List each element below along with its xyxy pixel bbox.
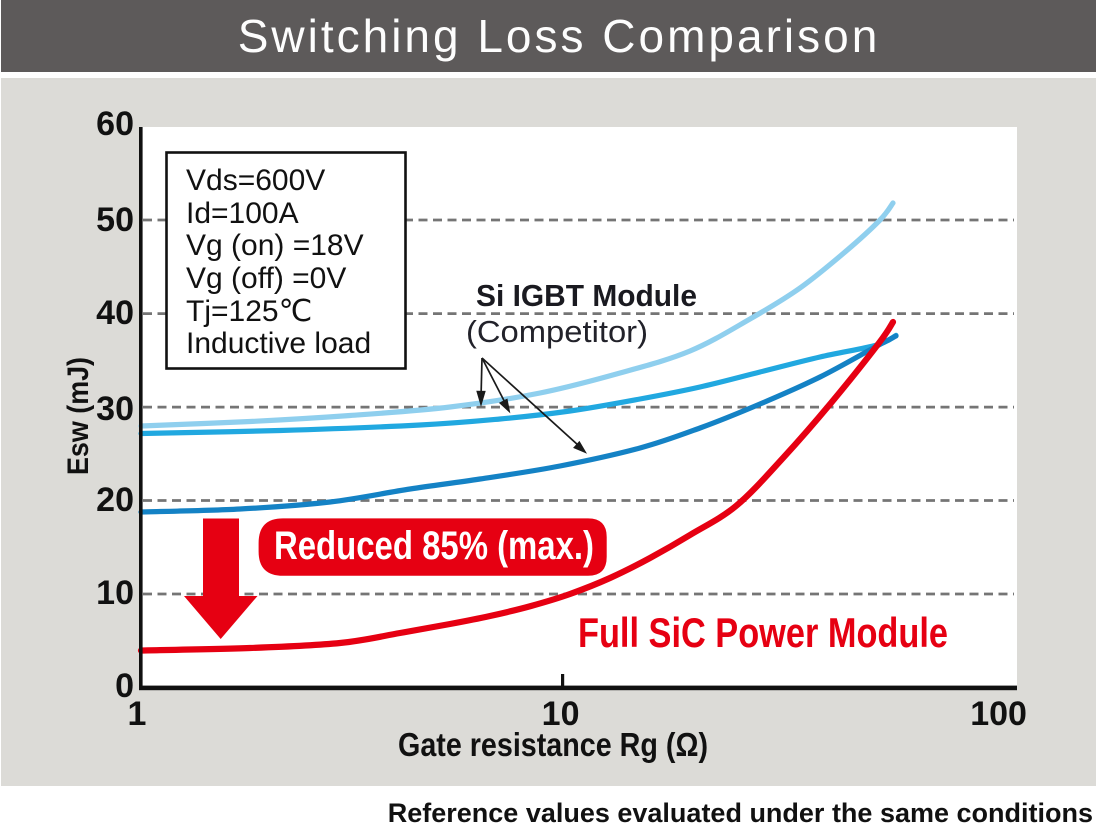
svg-text:Inductive load: Inductive load (186, 327, 371, 360)
svg-text:40: 40 (96, 294, 134, 332)
svg-text:Vg (on) =18V: Vg (on) =18V (186, 229, 364, 262)
svg-text:Gate resistance Rg (Ω): Gate resistance Rg (Ω) (398, 726, 708, 763)
svg-text:1: 1 (128, 695, 147, 733)
svg-text:Tj=125℃: Tj=125℃ (186, 295, 312, 328)
svg-text:0: 0 (115, 667, 134, 705)
svg-text:10: 10 (96, 574, 134, 612)
svg-text:Reference values evaluated und: Reference values evaluated under the sam… (388, 798, 1093, 828)
svg-text:Vg (off) =0V: Vg (off) =0V (186, 262, 346, 295)
svg-text:Esw (mJ): Esw (mJ) (62, 357, 95, 475)
svg-text:100: 100 (970, 695, 1027, 733)
svg-text:Switching Loss Comparison: Switching Loss Comparison (238, 10, 881, 62)
svg-text:Id=100A: Id=100A (186, 197, 299, 230)
svg-text:Vds=600V: Vds=600V (186, 164, 325, 197)
svg-text:(Competitor): (Competitor) (466, 314, 648, 349)
svg-text:Reduced 85% (max.): Reduced 85% (max.) (274, 524, 594, 568)
svg-text:Si IGBT Module: Si IGBT Module (476, 278, 697, 313)
svg-text:20: 20 (96, 481, 134, 519)
svg-text:60: 60 (96, 105, 134, 143)
svg-text:30: 30 (96, 390, 134, 428)
svg-text:50: 50 (96, 201, 134, 239)
svg-text:10: 10 (542, 695, 580, 733)
svg-text:Full SiC Power Module: Full SiC Power Module (578, 609, 948, 656)
